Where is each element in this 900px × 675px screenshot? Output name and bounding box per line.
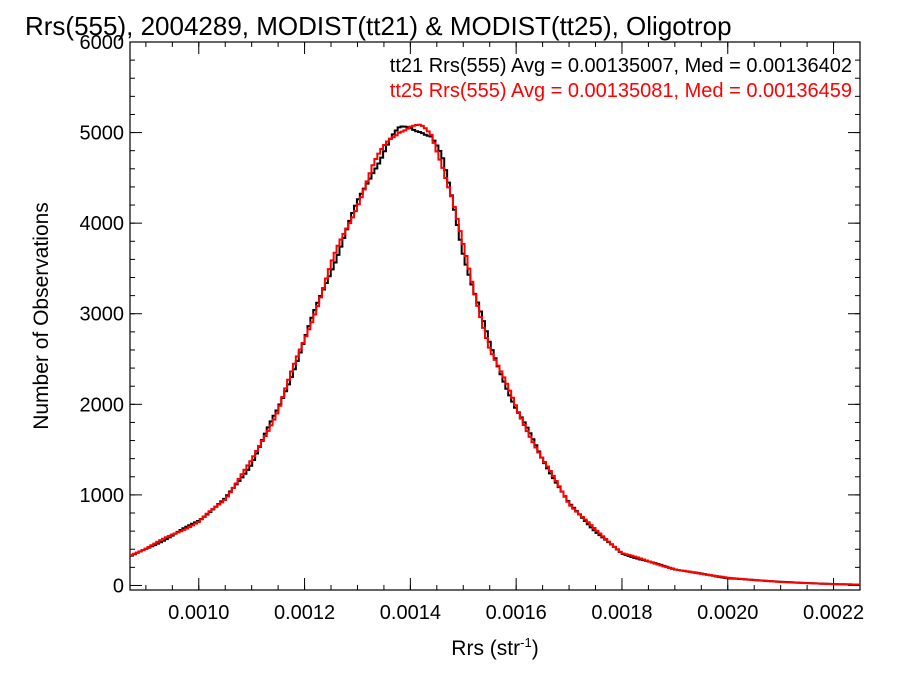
x-axis-label-tail: ) xyxy=(532,637,539,660)
x-axis-label-text: Rrs (str xyxy=(451,637,520,660)
x-tick-label: 0.0014 xyxy=(380,602,441,624)
legend-entry-tt25: tt25 Rrs(555) Avg = 0.00135081, Med = 0.… xyxy=(390,80,852,102)
x-axis-label-sup: -1 xyxy=(520,635,532,650)
y-tick-label: 4000 xyxy=(80,213,125,235)
y-tick-label: 5000 xyxy=(80,123,125,145)
y-axis: 0 1000 2000 3000 4000 5000 6000 xyxy=(80,32,860,597)
x-tick-label: 0.0022 xyxy=(803,602,864,624)
x-tick-label: 0.0012 xyxy=(274,602,335,624)
y-tick-label: 2000 xyxy=(80,394,125,416)
chart-title: Rrs(555), 2004289, MODIST(tt21) & MODIST… xyxy=(25,11,732,41)
x-tick-label: 0.0020 xyxy=(697,602,758,624)
x-tick-label: 0.0018 xyxy=(591,602,652,624)
legend: tt21 Rrs(555) Avg = 0.00135007, Med = 0.… xyxy=(390,55,852,102)
y-tick-label: 3000 xyxy=(80,304,125,326)
plot-area xyxy=(129,41,861,591)
y-tick-label: 6000 xyxy=(80,32,125,54)
series-group xyxy=(130,123,860,586)
x-tick-label: 0.0010 xyxy=(168,602,229,624)
y-tick-label: 1000 xyxy=(80,485,125,507)
y-axis-label: Number of Observations xyxy=(30,202,53,430)
x-tick-label: 0.0016 xyxy=(486,602,547,624)
y-tick-label: 0 xyxy=(113,575,124,597)
x-axis: 0.0010 0.0012 0.0014 0.0016 0.0018 0.0020 0.00… xyxy=(145,42,864,624)
legend-entry-tt21: tt21 Rrs(555) Avg = 0.00135007, Med = 0.… xyxy=(390,55,852,77)
series-line-tt21 xyxy=(130,125,860,586)
series-line-tt25 xyxy=(130,123,860,586)
plot-frame xyxy=(129,41,861,591)
x-axis-label: Rrs (str-1) xyxy=(451,635,538,660)
